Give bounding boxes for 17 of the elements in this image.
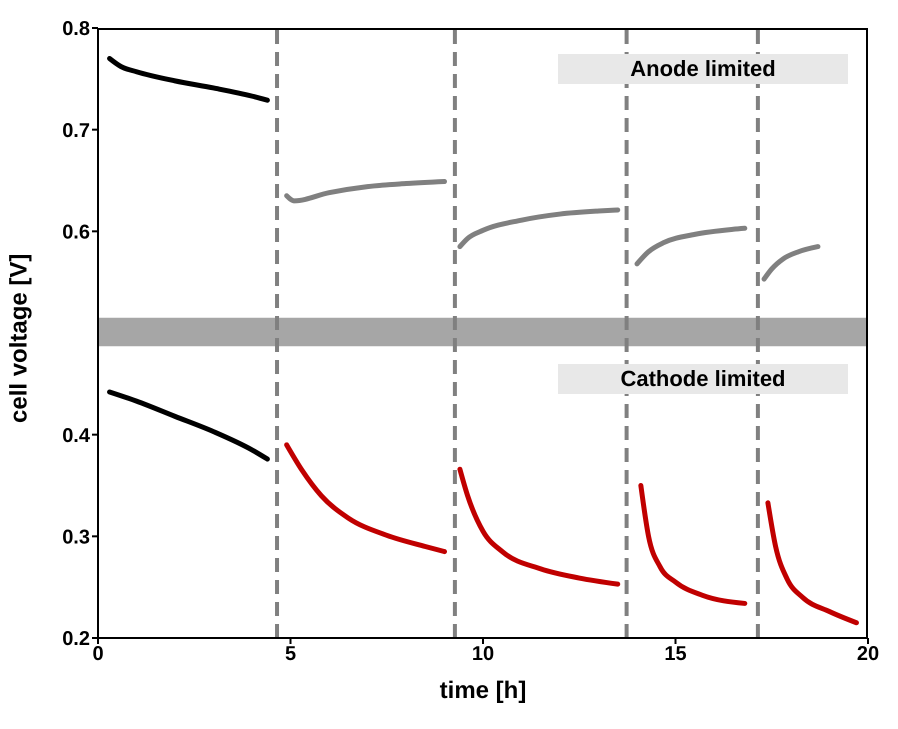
- annotation: Anode limited: [630, 56, 776, 81]
- x-tick-label: 20: [856, 643, 880, 666]
- y-tick-label: 0.8: [62, 18, 90, 40]
- label-box: Cathode limited: [558, 364, 848, 394]
- x-tick-label: 10: [472, 643, 494, 666]
- y-axis-title: cell voltage [V]: [6, 254, 33, 423]
- y-tick-label: 0.3: [62, 526, 90, 548]
- y-tick-label: 0.6: [62, 221, 90, 244]
- y-tick-label: 0.4: [62, 424, 91, 447]
- x-axis-title: time [h]: [440, 677, 526, 704]
- y-tick-label: 0.2: [62, 628, 90, 650]
- annotation: Cathode limited: [620, 366, 786, 391]
- x-tick-label: 0: [92, 643, 104, 666]
- x-tick-label: 5: [284, 643, 296, 666]
- x-tick-label: 15: [664, 643, 687, 666]
- label-box: Anode limited: [558, 54, 848, 84]
- y-tick-label: 0.7: [62, 120, 90, 142]
